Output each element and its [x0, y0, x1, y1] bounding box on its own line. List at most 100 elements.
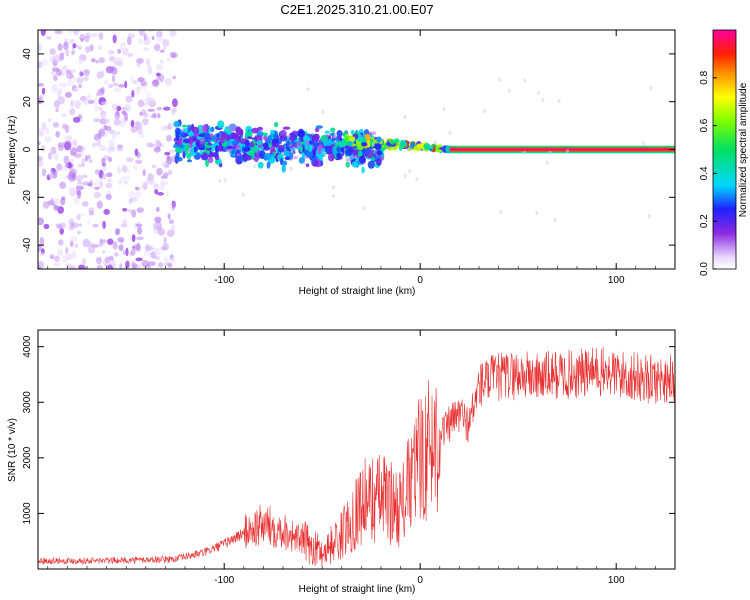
spectrogram-cell: [89, 179, 93, 188]
spectrogram-cell: [193, 132, 200, 137]
spectrogram-cell: [135, 223, 143, 227]
spectrogram-cell: [220, 132, 228, 140]
spectrogram-ylabel: Frequency (Hz): [7, 116, 18, 185]
spectrogram-cell: [217, 120, 225, 129]
spectrogram-cell: [371, 142, 375, 147]
spectrogram-cell: [499, 209, 503, 214]
spectrogram-cell: [286, 139, 291, 146]
spectrogram-cell: [48, 118, 52, 122]
spectrogram-cell: [147, 180, 156, 185]
spectrogram-cell: [82, 76, 89, 82]
spectrogram-cell: [101, 173, 107, 180]
colorbar-tick-label: 0.6: [699, 118, 710, 132]
spectrogram-cell: [52, 54, 61, 64]
spectrogram-cell: [102, 220, 106, 229]
spectrogram-cell: [189, 126, 196, 130]
spectrogram-cell: [357, 134, 363, 142]
spectrogram-cell: [142, 102, 148, 107]
spectrogram-cell: [118, 244, 124, 252]
spectrogram-cell: [258, 150, 266, 159]
spectrogram-cell: [303, 161, 307, 165]
spectrogram-cell: [367, 160, 375, 169]
spectrogram-cell: [330, 127, 336, 133]
spectrogram-cell: [156, 107, 163, 111]
colorbar: 0.0 0.2 0.4 0.6 0.8 Normalized spectral ampl…: [699, 29, 749, 276]
spectrogram-cell: [383, 143, 388, 150]
spectrogram-cell: [84, 180, 90, 186]
spectrogram-cell: [111, 103, 118, 111]
spectrogram-cell: [68, 30, 72, 35]
spectrogram-cell: [65, 124, 70, 134]
spectrogram-cell: [400, 140, 405, 149]
spectrogram-cell: [120, 223, 128, 228]
spectrogram-cell: [361, 166, 365, 174]
spectrogram-cell: [327, 153, 335, 162]
spectrogram-cell: [53, 75, 58, 82]
spectrogram-cells: [38, 30, 675, 269]
spectrogram-cell: [118, 179, 123, 185]
y-tick-label: 40: [22, 48, 33, 60]
spectrogram-cell: [59, 181, 67, 189]
spectrogram-cell: [108, 50, 114, 56]
spectrogram-ticks: -100 0 100 -40 -20 0 20 40: [22, 30, 676, 286]
spectrogram-cell: [124, 80, 128, 89]
spectrogram-cell: [349, 136, 356, 142]
spectrogram-cell: [89, 44, 94, 52]
spectrogram-cell: [187, 159, 192, 163]
spectrogram-cell: [137, 99, 145, 108]
spectrogram-cell: [183, 128, 189, 133]
snr-ylabel: SNR (10 * v/v): [7, 418, 18, 482]
spectrogram-cell: [130, 120, 135, 128]
spectrogram-cell: [173, 120, 181, 128]
spectrogram-cell: [263, 132, 268, 137]
spectrogram-cell: [153, 247, 161, 256]
spectrogram-cell: [181, 124, 188, 128]
spectrogram-cell: [156, 167, 163, 176]
spectrogram-cell: [122, 110, 127, 116]
spectrogram-cell: [374, 143, 382, 151]
spectrogram-cell: [54, 255, 60, 263]
x-tick-label: 0: [417, 575, 423, 586]
spectrogram-cell: [279, 157, 284, 166]
spectrogram-cell: [78, 83, 82, 89]
spectrogram-cell: [117, 49, 122, 54]
spectrogram-cell: [106, 172, 113, 177]
spectrogram-cell: [67, 225, 75, 231]
spectrogram-cell: [315, 125, 323, 129]
spectrogram-cell: [98, 57, 105, 64]
spectrogram-cell: [79, 223, 82, 227]
chart-title: C2E1.2025.310.21.00.E07: [280, 2, 433, 17]
spectrogram-cell: [313, 141, 320, 148]
spectrogram-cell: [267, 135, 272, 144]
spectrogram-cell: [64, 163, 69, 168]
spectrogram-cell: [57, 43, 63, 51]
spectrogram-cell: [94, 186, 100, 190]
spectrogram-cell: [263, 135, 268, 141]
spectrogram-cell: [59, 227, 64, 235]
spectrogram-cell: [132, 80, 139, 85]
spectrogram-cell: [126, 173, 130, 183]
spectrogram-cell: [57, 144, 64, 151]
spectrogram-cell: [44, 136, 52, 143]
spectrogram-cell: [41, 168, 47, 177]
spectrogram-cell: [430, 145, 434, 151]
spectrogram-cell: [211, 152, 219, 158]
spectrogram-cell: [160, 126, 167, 131]
spectrogram-cell: [64, 135, 72, 140]
spectrogram-cell: [100, 110, 105, 115]
spectrogram-cell: [137, 227, 143, 235]
spectrogram-cell: [62, 65, 68, 71]
spectrogram-cell: [125, 103, 131, 112]
spectrogram-cell: [66, 79, 75, 87]
spectrogram-cell: [103, 208, 110, 215]
spectrogram-cell: [113, 118, 121, 126]
spectrogram-cell: [314, 127, 320, 133]
spectrogram-cell: [38, 160, 44, 167]
spectrogram-cell: [271, 138, 279, 144]
snr-panel: -100 0 100 1000 2000 3000 4000 Height of strai…: [7, 329, 676, 595]
spectrogram-cell: [142, 118, 149, 126]
spectrogram-cell: [73, 87, 80, 93]
spectrogram-cell: [68, 161, 72, 169]
spectrogram-cell: [163, 237, 167, 244]
spectrogram-cell: [207, 156, 214, 164]
